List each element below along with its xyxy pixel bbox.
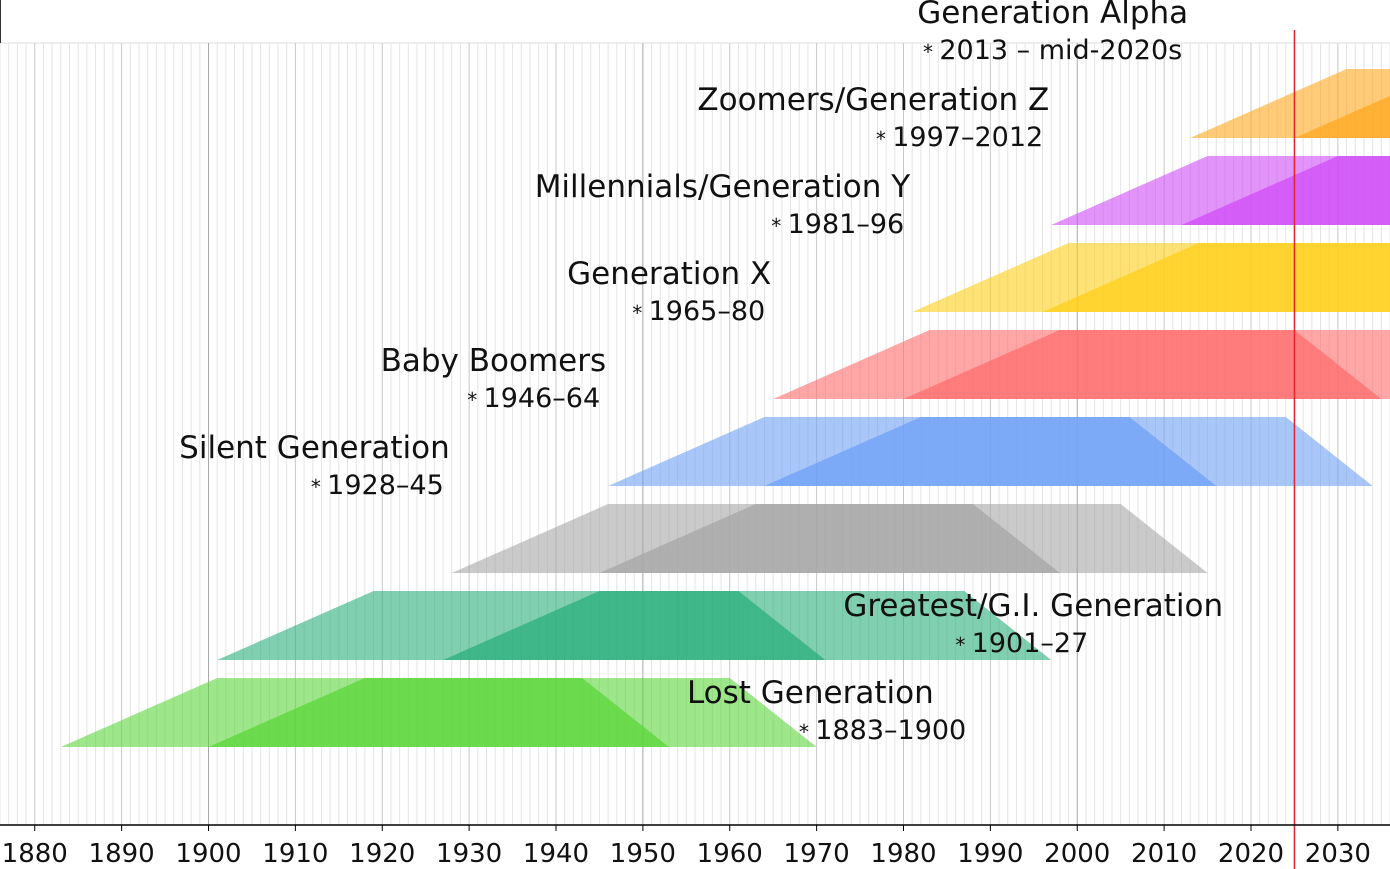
band-inner-generation-alpha: [1294, 95, 1390, 138]
x-tick-label: 1910: [262, 839, 328, 869]
label-lost-generation: Lost Generation * 1883–1900: [687, 675, 966, 746]
generation-name: Generation X: [567, 256, 771, 292]
x-tick-label: 1990: [957, 839, 1023, 869]
years-range: 1946–64: [484, 383, 601, 414]
band-generation-x: [773, 330, 1390, 399]
generation-years: * 1981–96: [771, 209, 904, 240]
generation-name: Zoomers/Generation Z: [697, 82, 1049, 118]
label-greatest-g-i-generation: Greatest/G.I. Generation * 1901–27: [843, 588, 1223, 659]
generation-name: Silent Generation: [179, 430, 450, 466]
years-range: 1928–45: [327, 470, 444, 501]
birth-asterisk-icon: *: [955, 633, 971, 657]
band-generation-alpha: [1190, 69, 1390, 138]
x-tick-label: 1920: [349, 839, 415, 869]
birth-asterisk-icon: *: [799, 720, 815, 744]
birth-asterisk-icon: *: [311, 475, 327, 499]
x-tick-label: 2020: [1218, 839, 1284, 869]
x-tick-label: 2000: [1044, 839, 1110, 869]
years-range: 1901–27: [972, 628, 1089, 659]
x-tick-label: 1980: [870, 839, 936, 869]
x-tick-label: 1890: [89, 839, 155, 869]
label-silent-generation: Silent Generation * 1928–45: [179, 430, 450, 501]
x-tick-label: 1940: [523, 839, 589, 869]
band-lost-generation: [60, 678, 817, 747]
band-baby-boomers: [608, 417, 1373, 486]
band-inner-millennials-generation-y: [1042, 243, 1390, 312]
label-generation-x: Generation X * 1965–80: [567, 256, 771, 327]
x-tick-label: 1900: [175, 839, 241, 869]
band-inner-lost-generation: [208, 678, 669, 747]
band-inner-silent-generation: [599, 504, 1060, 573]
band-millennials-generation-y: [912, 243, 1390, 312]
band-inner-greatest-g-i-generation: [443, 591, 826, 660]
x-tick-label: 1970: [784, 839, 850, 869]
x-tick-label: 1960: [697, 839, 763, 869]
band-zoomers-generation-z: [1051, 156, 1390, 225]
generation-name: Millennials/Generation Y: [535, 169, 911, 205]
x-tick-label: 1930: [436, 839, 502, 869]
band-inner-generation-x: [903, 330, 1382, 399]
years-range: 2013 – mid-2020s: [939, 35, 1182, 66]
generation-years: * 1901–27: [955, 628, 1088, 659]
generation-years: * 1946–64: [467, 383, 600, 414]
x-tick-label: 1880: [2, 839, 68, 869]
band-greatest-g-i-generation: [217, 591, 1052, 660]
years-range: 1965–80: [649, 296, 766, 327]
birth-asterisk-icon: *: [771, 214, 787, 238]
generation-years: * 1965–80: [632, 296, 765, 327]
label-zoomers-generation-z: Zoomers/Generation Z * 1997–2012: [697, 82, 1049, 153]
generation-name: Lost Generation: [687, 675, 934, 711]
generation-years: * 1928–45: [311, 470, 444, 501]
generation-labels: Lost Generation * 1883–1900 Greatest/G.I. …: [179, 0, 1223, 746]
label-millennials-generation-y: Millennials/Generation Y * 1981–96: [535, 169, 911, 240]
birth-asterisk-icon: *: [632, 301, 648, 325]
generation-name: Greatest/G.I. Generation: [843, 588, 1223, 624]
x-tick-label: 2010: [1131, 839, 1197, 869]
x-tick-label: 1950: [610, 839, 676, 869]
years-range: 1981–96: [788, 209, 905, 240]
generation-years: * 1997–2012: [876, 122, 1043, 153]
band-inner-baby-boomers: [764, 417, 1217, 486]
birth-asterisk-icon: *: [876, 127, 892, 151]
band-silent-generation: [451, 504, 1208, 573]
band-inner-zoomers-generation-z: [1181, 156, 1390, 225]
birth-asterisk-icon: *: [467, 388, 483, 412]
generation-name: Baby Boomers: [381, 343, 607, 379]
label-generation-alpha: Generation Alpha * 2013 – mid-2020s: [917, 0, 1188, 66]
generation-bands: [60, 69, 1390, 747]
years-range: 1997–2012: [892, 122, 1043, 153]
birth-asterisk-icon: *: [923, 40, 939, 64]
generation-years: * 1883–1900: [799, 715, 966, 746]
label-baby-boomers: Baby Boomers * 1946–64: [381, 343, 607, 414]
x-tick-label: 2030: [1305, 839, 1371, 869]
generation-years: * 2013 – mid-2020s: [923, 35, 1182, 66]
years-range: 1883–1900: [815, 715, 966, 746]
generation-name: Generation Alpha: [917, 0, 1188, 31]
